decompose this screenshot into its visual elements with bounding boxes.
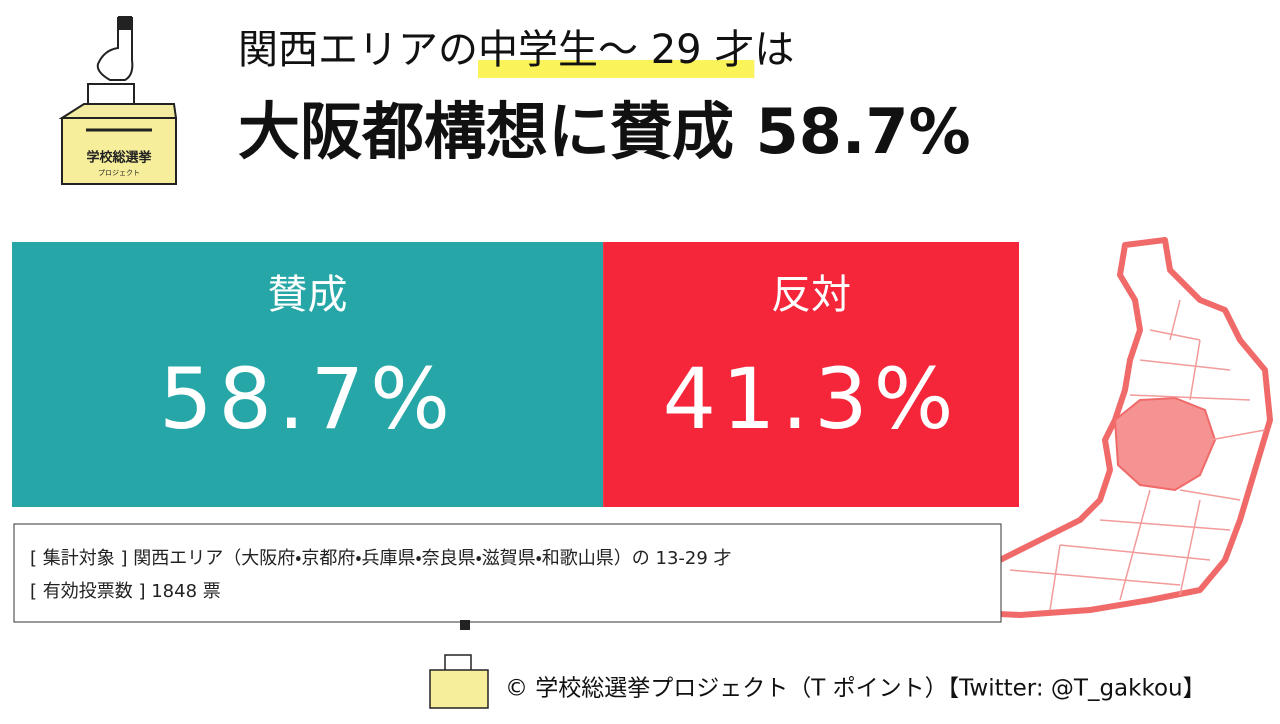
category-label: 賛成 bbox=[268, 272, 348, 318]
box bbox=[429, 669, 489, 709]
osaka-city bbox=[1113, 396, 1217, 492]
sleeve bbox=[118, 16, 132, 30]
credit-illustration bbox=[429, 620, 489, 709]
map bbox=[937, 237, 1273, 618]
bars: 賛成 58.7% 反対 41.3% bbox=[12, 242, 1019, 507]
note: [ 集計対象 ] 関西エリア（大阪府・京都府・兵庫県・奈良県・滋賀県・和歌山県）… bbox=[30, 548, 732, 569]
chart-title: 関西エリアの中学生〜 29 才は bbox=[238, 27, 794, 73]
notes-box bbox=[13, 523, 1002, 623]
title-highlight-text: 中学生〜 29 才 bbox=[478, 27, 754, 73]
logo-subtext: プロジェクト bbox=[98, 169, 140, 177]
title-part: は bbox=[754, 27, 794, 73]
municipal-borders bbox=[1009, 299, 1266, 611]
bar-segment bbox=[603, 242, 1019, 507]
title-part: 関西エリアの bbox=[238, 27, 478, 73]
sleeve bbox=[460, 620, 470, 630]
logo-illustration: 学校総選挙 プロジェクト bbox=[58, 16, 178, 185]
note: [ 有効投票数 ] 1848 票 bbox=[30, 581, 221, 602]
hand bbox=[96, 17, 134, 81]
value-label: 41.3% bbox=[663, 350, 960, 448]
value-label: 58.7% bbox=[159, 350, 456, 448]
chart-subtitle: 大阪都構想に賛成 58.7% bbox=[238, 95, 971, 168]
category-label: 反対 bbox=[771, 272, 851, 318]
bar-segment bbox=[12, 242, 604, 507]
logo-text: 学校総選挙 bbox=[86, 150, 152, 166]
box-top bbox=[58, 103, 178, 119]
credit: © 学校総選挙プロジェクト（T ポイント）【Twitter: @T_gakkou… bbox=[505, 676, 1206, 702]
title-highlight bbox=[478, 60, 755, 78]
